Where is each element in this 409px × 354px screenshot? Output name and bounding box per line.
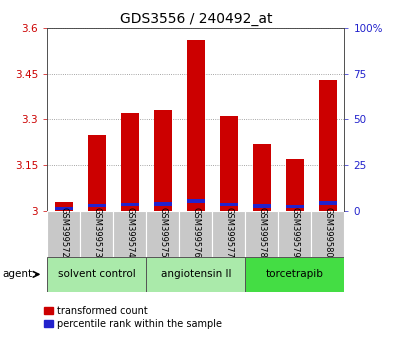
Text: GSM399574: GSM399574 (125, 207, 134, 258)
Legend: transformed count, percentile rank within the sample: transformed count, percentile rank withi… (44, 306, 222, 329)
Bar (80, 211, 113, 257)
Bar (186, 199, 204, 203)
Bar (245, 211, 278, 257)
Bar (252, 144, 270, 211)
Text: GSM399580: GSM399580 (323, 207, 332, 258)
Bar (47, 257, 146, 292)
Bar (47, 211, 80, 257)
Text: GSM399576: GSM399576 (191, 207, 200, 258)
Bar (113, 211, 146, 257)
Bar (285, 205, 303, 208)
Bar (186, 40, 204, 211)
Bar (146, 211, 179, 257)
Bar (54, 201, 72, 211)
Bar (245, 257, 344, 292)
Bar (120, 202, 139, 206)
Title: GDS3556 / 240492_at: GDS3556 / 240492_at (119, 12, 271, 26)
Bar (88, 204, 106, 207)
Bar (285, 159, 303, 211)
Text: GSM399575: GSM399575 (158, 207, 167, 258)
Text: solvent control: solvent control (58, 269, 135, 279)
Text: GSM399579: GSM399579 (290, 207, 299, 258)
Text: GSM399572: GSM399572 (59, 207, 68, 258)
Bar (153, 202, 171, 206)
Bar (310, 211, 344, 257)
Bar (219, 116, 237, 211)
Text: agent: agent (2, 269, 32, 279)
Bar (318, 201, 336, 205)
Text: GSM399577: GSM399577 (224, 207, 233, 258)
Bar (153, 110, 171, 211)
Bar (120, 113, 139, 211)
Text: GSM399578: GSM399578 (257, 207, 266, 258)
Text: torcetrapib: torcetrapib (265, 269, 323, 279)
Bar (88, 135, 106, 211)
Bar (219, 203, 237, 206)
Bar (146, 257, 245, 292)
Bar (54, 207, 72, 210)
Text: GSM399573: GSM399573 (92, 207, 101, 258)
Text: angiotensin II: angiotensin II (160, 269, 230, 279)
Bar (252, 204, 270, 208)
Bar (212, 211, 245, 257)
Bar (318, 80, 336, 211)
Bar (278, 211, 310, 257)
Bar (179, 211, 212, 257)
